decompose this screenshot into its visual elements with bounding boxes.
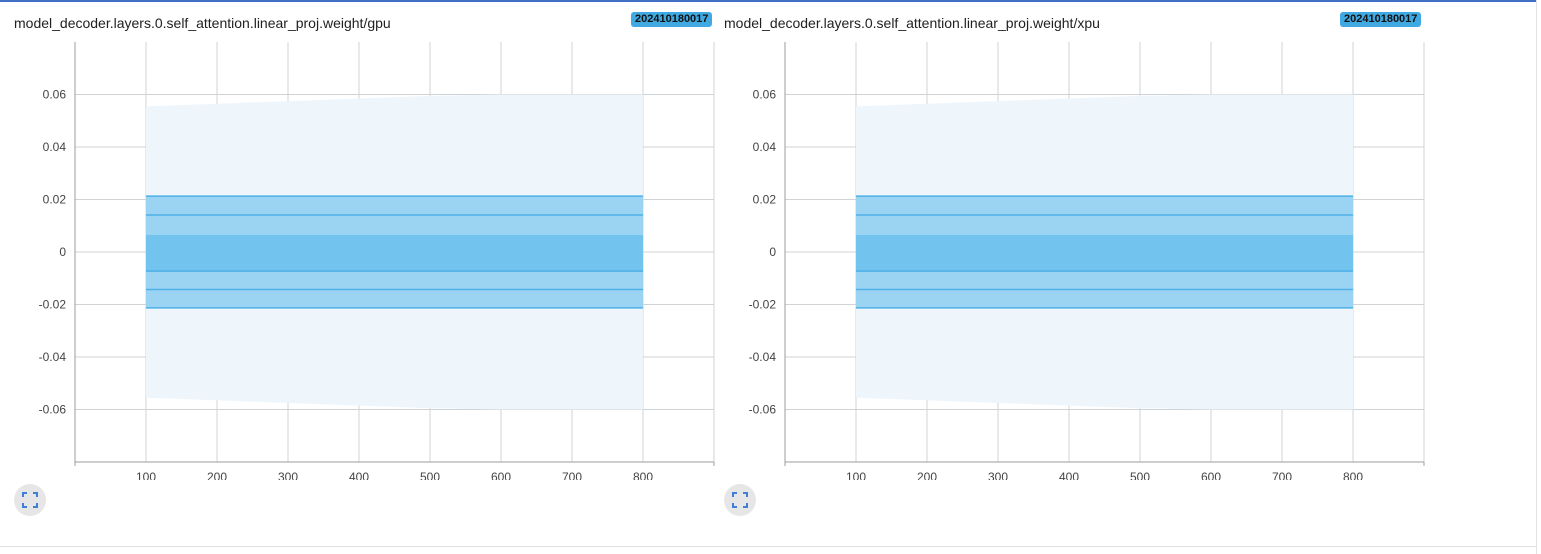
y-tick-label: -0.04	[749, 350, 777, 364]
card-title: model_decoder.layers.0.self_attention.li…	[14, 15, 391, 31]
tick-labels: 100 200 300 400 500 600 700 800 0.06 0.04 0.02 0 -0.…	[39, 88, 654, 481]
x-tick-label: 400	[349, 470, 369, 480]
distribution-band	[856, 234, 1353, 272]
y-tick-label: 0.02	[43, 193, 67, 207]
top-border	[0, 0, 1536, 2]
y-tick-label: -0.02	[749, 298, 777, 312]
y-tick-label: -0.02	[39, 298, 67, 312]
x-tick-label: 500	[1130, 470, 1150, 480]
x-tick-label: 100	[136, 470, 156, 480]
x-tick-label: 200	[207, 470, 227, 480]
y-tick-label: -0.06	[39, 403, 67, 417]
bands	[856, 94, 1353, 410]
card-title: model_decoder.layers.0.self_attention.li…	[724, 15, 1100, 31]
axes	[784, 42, 1425, 466]
run-badge: 202410180017	[1340, 12, 1422, 27]
x-tick-label: 800	[1343, 470, 1363, 480]
y-tick-label: 0.04	[43, 140, 67, 154]
histogram-card-gpu: model_decoder.layers.0.self_attention.li…	[14, 0, 724, 540]
histogram-chart: 100 200 300 400 500 600 700 800 0.06 0.04 0.02 0 -0.…	[749, 42, 1425, 481]
x-tick-label: 700	[562, 470, 582, 480]
expand-chart-button[interactable]	[724, 484, 756, 516]
x-tick-label: 300	[988, 470, 1008, 480]
tick-labels: 100 200 300 400 500 600 700 800 0.06 0.04 0.02 0 -0.…	[749, 88, 1364, 481]
percentile-lines	[856, 195, 1353, 309]
x-tick-label: 400	[1059, 470, 1079, 480]
histogram-card-xpu: model_decoder.layers.0.self_attention.li…	[724, 0, 1434, 540]
axes	[74, 42, 715, 466]
x-tick-label: 200	[917, 470, 937, 480]
y-tick-label: 0.02	[753, 193, 777, 207]
run-badge: 202410180017	[631, 12, 713, 27]
x-tick-label: 700	[1272, 470, 1292, 480]
fullscreen-icon	[732, 492, 748, 508]
y-tick-label: -0.06	[749, 403, 777, 417]
histogram-chart: 100 200 300 400 500 600 700 800 0.06 0.04 0.02 0 -0.…	[39, 42, 715, 481]
distribution-band	[146, 234, 643, 272]
right-border	[1536, 0, 1537, 554]
x-tick-label: 100	[846, 470, 866, 480]
bands	[146, 94, 643, 410]
y-tick-label: 0.04	[753, 140, 777, 154]
x-tick-label: 800	[633, 470, 653, 480]
y-tick-label: 0	[769, 245, 776, 259]
x-tick-label: 600	[1201, 470, 1221, 480]
fullscreen-icon	[22, 492, 38, 508]
x-tick-label: 300	[278, 470, 298, 480]
bottom-divider	[0, 546, 1536, 547]
y-tick-label: 0.06	[753, 88, 777, 102]
y-tick-label: 0	[59, 245, 66, 259]
expand-chart-button[interactable]	[14, 484, 46, 516]
y-tick-label: 0.06	[43, 88, 67, 102]
x-tick-label: 600	[491, 470, 511, 480]
x-tick-label: 500	[420, 470, 440, 480]
y-tick-label: -0.04	[39, 350, 67, 364]
percentile-lines	[146, 195, 643, 309]
